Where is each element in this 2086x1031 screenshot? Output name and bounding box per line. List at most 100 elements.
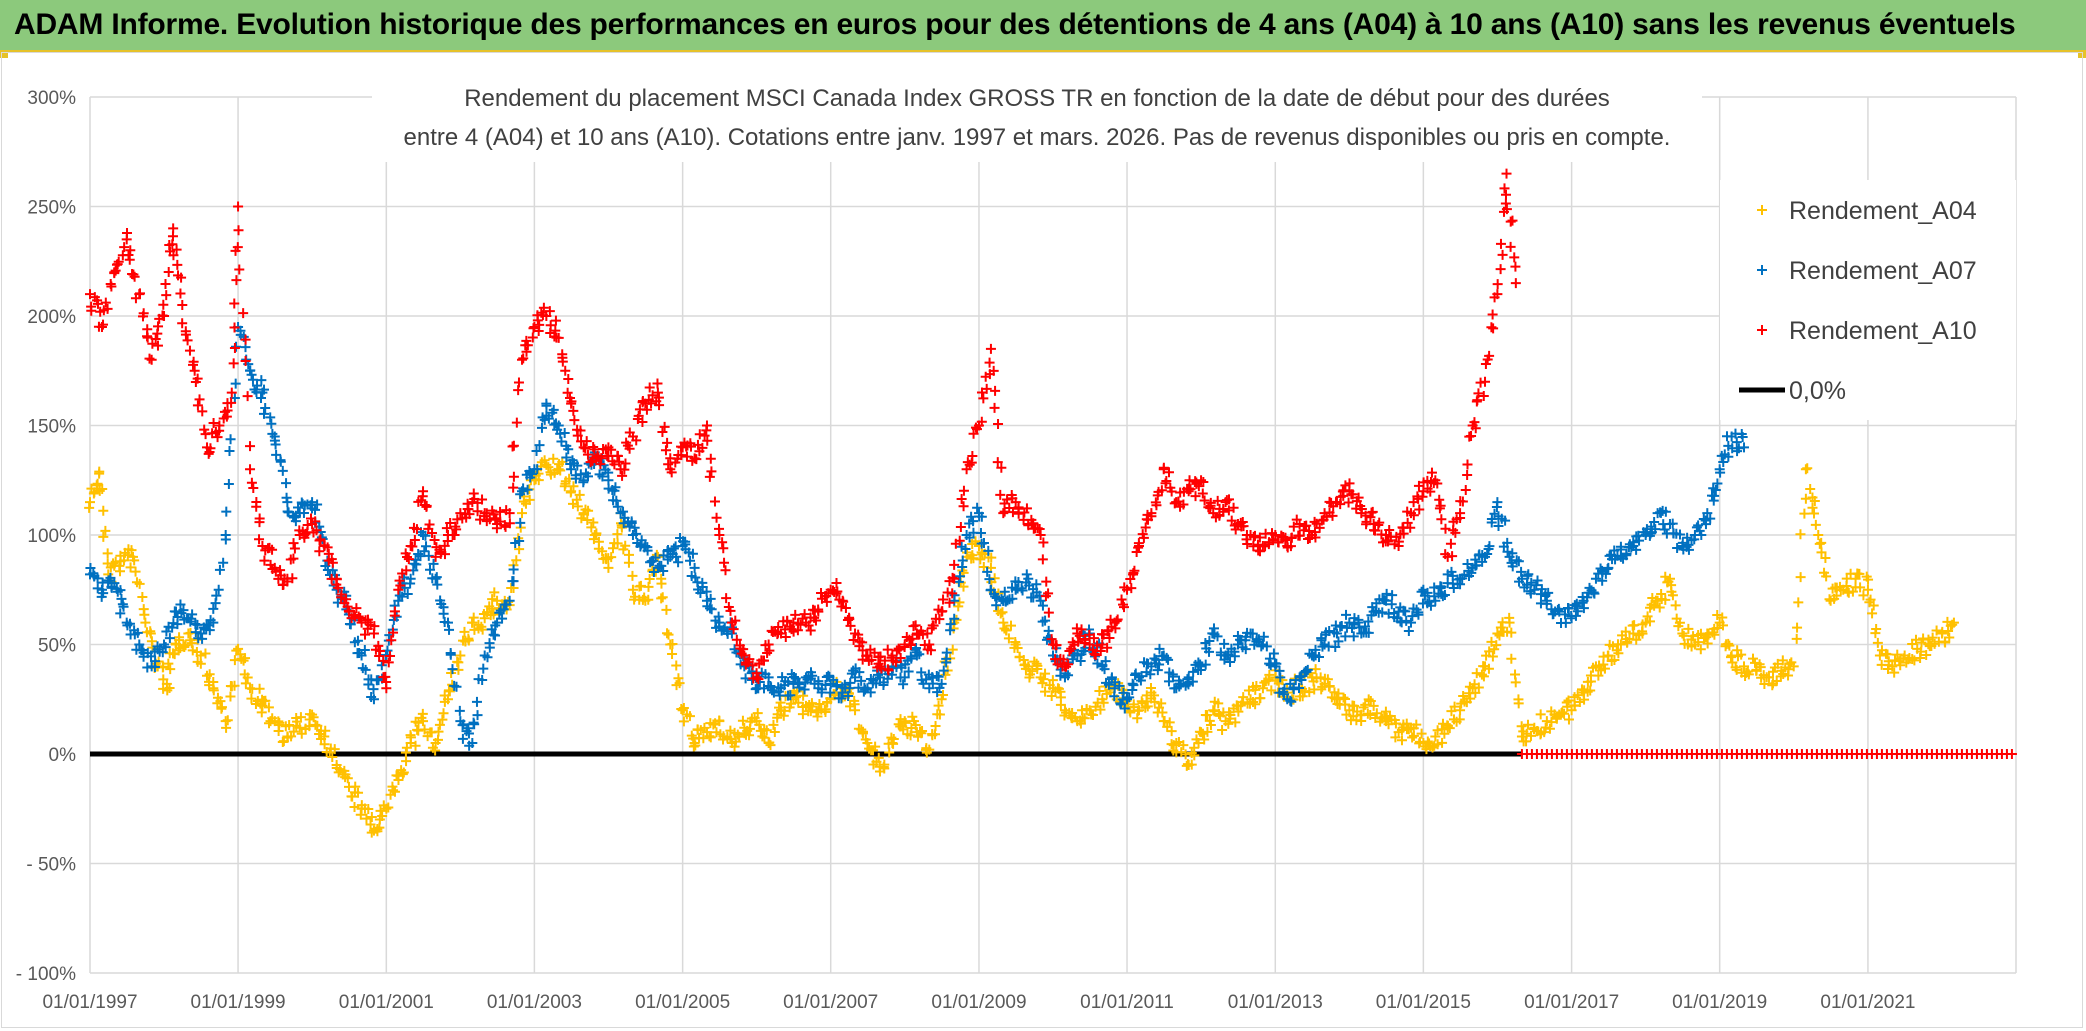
point-rendement-a07 [1628,537,1639,548]
point-rendement-a07 [874,672,885,683]
point-rendement-a07 [949,613,960,624]
point-rendement-a10 [1224,494,1234,505]
point-rendement-a04 [1603,650,1614,661]
point-rendement-a04 [1739,661,1750,672]
point-rendement-a04 [1718,620,1728,631]
point-rendement-a10 [110,265,121,276]
point-rendement-a10 [582,449,593,460]
point-rendement-a04 [729,741,740,752]
point-rendement-a07 [1500,515,1511,526]
point-rendement-a07 [109,578,120,589]
point-rendement-a07 [508,564,519,575]
point-rendement-a10 [121,234,132,245]
point-rendement-a04 [1620,626,1631,637]
point-rendement-a07 [1100,656,1111,667]
point-rendement-a10 [1469,417,1480,428]
point-rendement-a10 [956,494,967,505]
point-rendement-a10 [1480,376,1491,387]
point-rendement-a07 [1422,587,1433,598]
point-rendement-a07 [231,341,242,352]
point-rendement-a04 [678,716,689,727]
point-rendement-a07 [1063,670,1074,681]
point-rendement-a04 [582,515,593,526]
point-rendement-a10 [1457,496,1468,507]
point-rendement-a10 [464,509,475,520]
point-rendement-a04 [1795,529,1806,540]
point-rendement-a10 [190,377,201,388]
point-rendement-a10 [229,343,240,354]
point-rendement-a07 [972,502,983,513]
point-rendement-a07 [1660,506,1671,517]
point-rendement-a07 [629,522,640,533]
point-rendement-a04 [1814,538,1825,549]
point-rendement-a04 [1772,658,1783,669]
point-rendement-a04 [623,557,634,568]
point-rendement-a10 [442,536,453,547]
legend-swatch-marker [1757,265,1767,275]
point-rendement-a07 [1037,600,1048,611]
point-rendement-a07 [1195,665,1206,676]
point-rendement-a07 [394,590,405,601]
point-rendement-a10 [1450,527,1461,538]
point-rendement-a07 [356,650,367,661]
point-rendement-a04 [98,531,109,542]
point-rendement-a04 [1809,496,1820,507]
point-rendement-a04 [1159,715,1170,726]
point-rendement-a04 [1516,721,1527,732]
point-rendement-a10 [1405,522,1416,533]
point-rendement-a10 [725,605,736,616]
point-rendement-a04 [934,709,945,720]
y-tick-label: 0% [49,745,77,766]
point-rendement-a04 [820,704,831,715]
point-rendement-a07 [1286,696,1297,707]
point-rendement-a04 [620,540,631,551]
point-rendement-a04 [1572,690,1583,701]
point-rendement-a07 [1590,573,1601,584]
point-rendement-a10 [981,383,992,394]
point-rendement-a07 [259,384,270,395]
point-rendement-a10 [180,329,191,340]
point-rendement-a07 [1258,631,1269,642]
point-rendement-a04 [437,714,448,725]
point-rendement-a04 [488,609,499,620]
point-rendement-a10 [1254,546,1265,557]
point-rendement-a07 [1114,680,1125,691]
point-rendement-a10 [705,453,716,464]
point-rendement-a07 [457,720,468,731]
point-rendement-a04 [591,528,602,539]
point-rendement-a10 [992,457,1003,468]
point-rendement-a04 [1948,617,1959,628]
point-rendement-a07 [115,585,126,596]
point-rendement-a10 [731,634,742,645]
point-rendement-a04 [690,740,701,751]
point-rendement-a10 [728,624,739,635]
point-rendement-a07 [310,504,321,515]
point-rendement-a07 [1348,631,1359,642]
point-rendement-a04 [768,719,779,730]
point-rendement-a10 [1486,322,1497,333]
point-rendement-a07 [1466,567,1477,578]
point-rendement-a04 [1333,688,1344,699]
point-rendement-a04 [1416,728,1427,739]
point-rendement-a10 [411,524,422,535]
point-rendement-a04 [195,658,206,669]
point-rendement-a04 [814,699,825,710]
point-rendement-a04 [1032,664,1043,675]
point-rendement-a07 [570,473,581,484]
point-rendement-a07 [975,527,986,538]
point-rendement-a07 [391,611,402,622]
point-rendement-a04 [884,747,895,758]
point-rendement-a07 [197,633,208,644]
point-rendement-a10 [242,391,253,402]
point-rendement-a10 [1408,510,1419,521]
point-rendement-a04 [393,770,404,781]
point-rendement-a07 [1739,442,1750,453]
point-rendement-a04 [1340,693,1350,704]
point-rendement-a10 [699,430,710,441]
point-rendement-a04 [377,811,388,822]
point-rendement-a07 [1507,548,1518,559]
point-rendement-a04 [1910,634,1921,645]
point-rendement-a04 [539,455,550,466]
point-rendement-a04 [433,726,444,737]
point-rendement-a10 [1212,495,1223,506]
